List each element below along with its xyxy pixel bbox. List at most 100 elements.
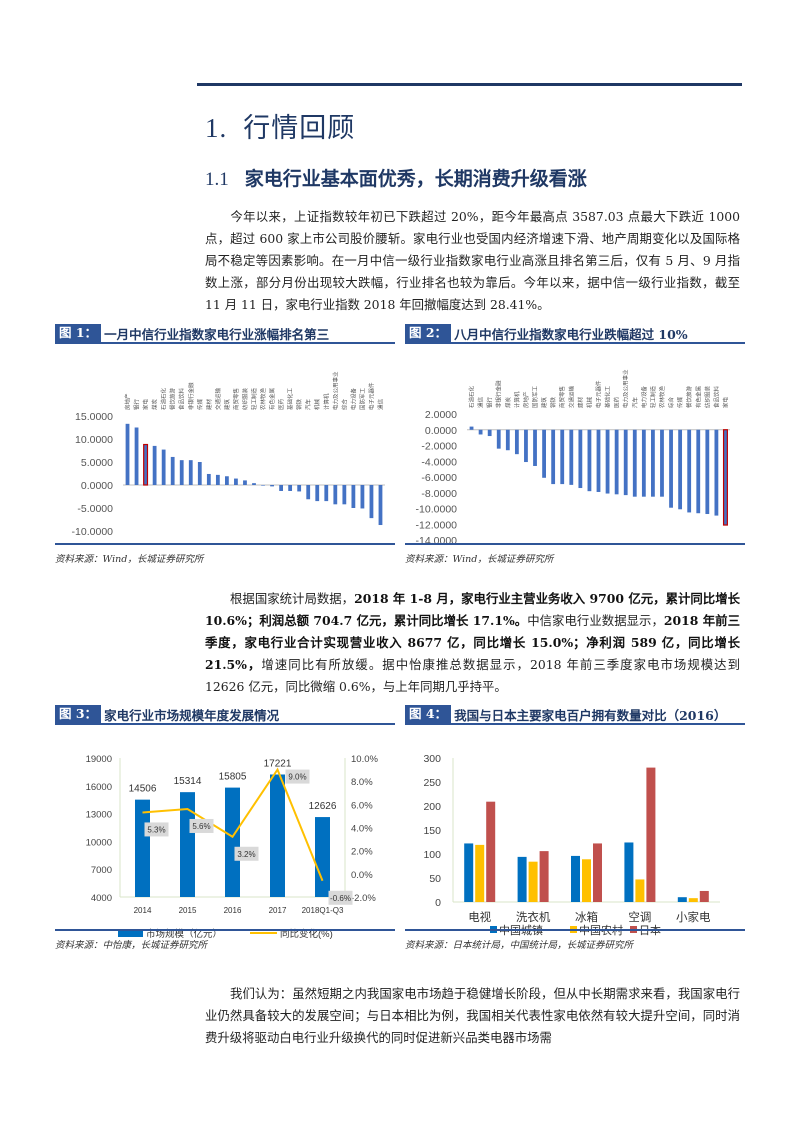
bar xyxy=(582,859,591,902)
legend-bar-label: 市场规模（亿元） xyxy=(146,928,222,940)
y-tick-label: 4000 xyxy=(91,893,112,904)
bar xyxy=(646,767,656,902)
bar-value-label: 17221 xyxy=(264,758,292,769)
line-value-label: 3.2% xyxy=(237,850,255,859)
bar xyxy=(224,476,229,485)
section-heading: 1. 行情回顾 xyxy=(205,106,355,145)
bar xyxy=(351,485,356,508)
paragraph-3: 我们认为：虽然短期之内我国家电市场趋于稳健增长阶段，但从中长期需求来看，我国家电… xyxy=(205,986,740,1045)
y-tick-label: 5.0000 xyxy=(81,457,113,469)
category-label: 国防军工 xyxy=(358,387,366,410)
figure-3-rule xyxy=(55,929,395,931)
category-label: 传媒 xyxy=(676,396,684,408)
category-label: 石油石化 xyxy=(468,385,476,408)
bar xyxy=(542,429,546,478)
figure-2-rule xyxy=(405,543,745,545)
bar xyxy=(487,429,492,437)
bar xyxy=(475,844,485,902)
category-label: 商贸零售 xyxy=(232,388,240,410)
y-tick-label: -8.0000 xyxy=(421,488,457,500)
category-label: 基础化工 xyxy=(286,387,294,410)
bar xyxy=(252,483,256,485)
category-label: 商贸零售 xyxy=(558,386,566,408)
category-label: 非银行金融 xyxy=(187,382,195,410)
paragraph-1: 今年以来，上证指数较年初已下跌超过 20%，距今年最高点 3587.03 点最大… xyxy=(205,209,740,312)
category-label: 房地产 xyxy=(522,391,530,408)
bar xyxy=(578,429,583,489)
bar xyxy=(593,843,602,902)
bar xyxy=(722,429,728,526)
subsection-title: 家电行业基本面优秀，长期消费升级看涨 xyxy=(244,168,587,190)
x-tick-label: 2016 xyxy=(224,906,242,915)
category-label: 煤炭 xyxy=(151,398,159,410)
figure-4-title: 图 4： 我国与日本主要家电百户拥有数量对比（2016） xyxy=(405,705,745,725)
y-tick-label: 19000 xyxy=(86,754,112,765)
bar xyxy=(669,429,673,508)
category-label: 钢铁 xyxy=(295,398,303,410)
x-tick-label: 空调 xyxy=(628,910,651,924)
y-tick-label: 250 xyxy=(423,777,441,789)
bar xyxy=(243,480,247,485)
bar xyxy=(705,429,710,515)
figure-1-title: 图 1： 一月中信行业指数家电行业涨幅排名第三 xyxy=(55,324,395,344)
figure-4: 图 4： 我国与日本主要家电百户拥有数量对比（2016） 300 250 200 150… xyxy=(405,705,745,949)
bar xyxy=(623,429,628,496)
figure-3-title: 图 3： 家电行业市场规模年度发展情况 xyxy=(55,705,395,725)
bar xyxy=(143,443,149,486)
y-tick-label: 13000 xyxy=(86,810,112,821)
line-label-box xyxy=(189,818,214,833)
category-label: 医药 xyxy=(277,398,285,410)
bar xyxy=(225,787,240,897)
category-label: 家电 xyxy=(721,396,729,408)
category-label: 通信 xyxy=(376,398,384,410)
section-number: 1. xyxy=(205,113,228,143)
bar xyxy=(152,445,157,485)
y-tick-label: -12.0000 xyxy=(416,519,458,531)
bar xyxy=(714,429,719,516)
category-label: 综合 xyxy=(667,396,675,408)
bar xyxy=(360,485,365,509)
category-label: 电子元器件 xyxy=(595,380,603,408)
y-tick-label: -6.0000 xyxy=(421,472,457,484)
category-label: 银行 xyxy=(133,398,141,410)
y-tick-label: 0 xyxy=(435,897,441,909)
y2-tick-label: 6.0% xyxy=(351,800,373,811)
subsection-heading: 1.1 家电行业基本面优秀，长期消费升级看涨 xyxy=(205,164,587,191)
category-label: 汽车 xyxy=(631,396,639,408)
category-label: 传媒 xyxy=(196,398,204,410)
category-label: 餐饮旅游 xyxy=(685,385,693,408)
bar xyxy=(469,426,474,430)
line-label-box xyxy=(234,846,259,861)
y-tick-label: -4.0000 xyxy=(421,456,457,468)
category-label: 纺织服装 xyxy=(241,387,249,410)
category-label: 电力设备 xyxy=(349,387,357,410)
bar xyxy=(369,485,374,519)
header-rule xyxy=(197,83,742,86)
category-label: 食品饮料 xyxy=(712,385,720,408)
y-tick-label: 0.0000 xyxy=(425,425,457,437)
y2-tick-label: 8.0% xyxy=(351,777,373,788)
line-value-label: 5.3% xyxy=(147,825,165,834)
figure-3-source: 资料来源：中怡康，长城证券研究所 xyxy=(55,940,208,951)
line-label-box xyxy=(285,769,310,784)
x-tick-label: 洗衣机 xyxy=(516,910,551,924)
figure-1-rule xyxy=(55,543,395,545)
chart-2-bar: 2.0000 0.0000 -2.0000 -4.0000 -6.0000 -8.0000… xyxy=(416,369,730,547)
line-label-box xyxy=(328,890,353,905)
y-tick-label: 200 xyxy=(423,801,441,813)
bar xyxy=(533,429,537,466)
bar xyxy=(587,429,592,492)
bar xyxy=(560,429,565,485)
bar xyxy=(614,429,619,495)
bar xyxy=(539,851,549,902)
y-tick-label: 16000 xyxy=(86,782,112,793)
line-value-label: 5.6% xyxy=(192,822,210,831)
bar-value-label: 15314 xyxy=(174,776,202,787)
paragraph-2: 根据国家统计局数据，2018 年 1-8 月，家电行业主营业务收入 9700 亿… xyxy=(205,591,740,694)
bar xyxy=(297,485,302,492)
bar xyxy=(699,890,709,902)
category-label: 建材 xyxy=(205,398,213,410)
bar-value-label: 15805 xyxy=(219,772,247,783)
bar xyxy=(324,485,329,502)
